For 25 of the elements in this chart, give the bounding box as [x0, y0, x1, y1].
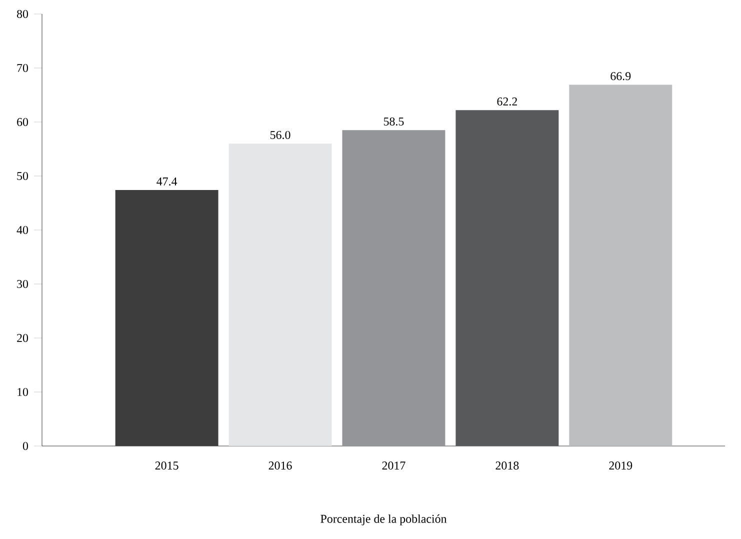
- data-label: 58.5: [384, 117, 404, 126]
- y-tick-label: 0: [22, 442, 28, 450]
- y-tick-label: 70: [17, 64, 28, 72]
- data-label: 47.4: [156, 177, 178, 186]
- x-tick-label: 2019: [609, 462, 632, 470]
- bar: [228, 144, 332, 446]
- bar: [342, 130, 446, 446]
- y-tick-label: 40: [16, 226, 28, 234]
- bar: [456, 110, 559, 446]
- x-axis-title: Porcentaje de la población: [320, 514, 447, 526]
- y-tick-label: 30: [17, 280, 28, 288]
- data-label: 66.9: [610, 72, 631, 80]
- y-tick-label: 10: [18, 388, 28, 396]
- y-tick-label: 50: [17, 172, 28, 180]
- data-label: 62.2: [497, 98, 517, 106]
- x-tick-label: 2018: [496, 462, 519, 470]
- x-tick-label: 2016: [268, 462, 292, 470]
- x-tick-label: 2015: [155, 462, 178, 470]
- x-tick-label: 2017: [382, 462, 406, 470]
- data-label: 56.0: [270, 130, 290, 140]
- bar: [569, 84, 672, 446]
- bar: [115, 190, 218, 446]
- y-tick-label: 60: [17, 118, 28, 126]
- y-tick-label: 80: [16, 10, 28, 18]
- y-tick-label: 20: [17, 334, 28, 342]
